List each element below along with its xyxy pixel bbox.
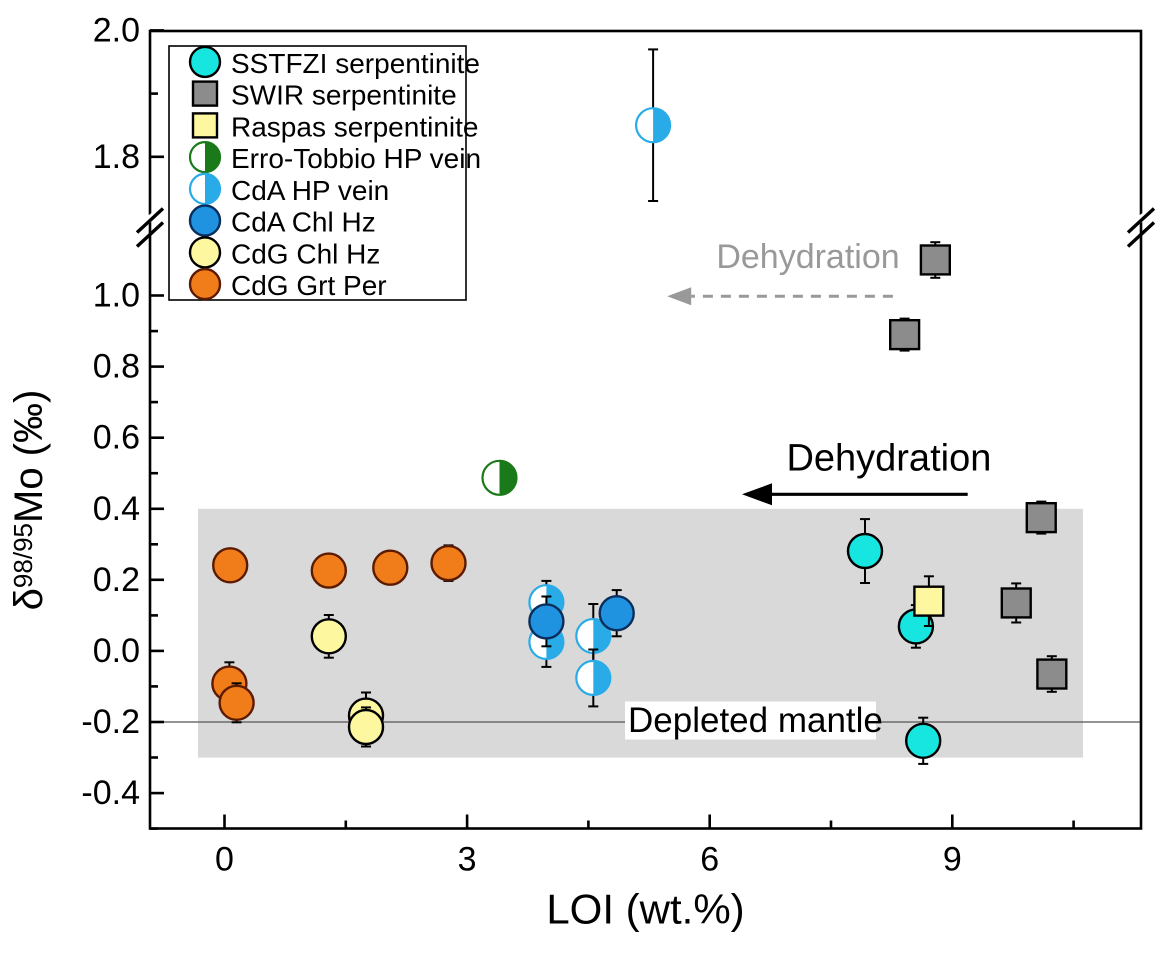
svg-text:1.0: 1.0 xyxy=(93,277,140,315)
svg-text:CdG Grt Per: CdG Grt Per xyxy=(231,270,387,301)
svg-text:0.6: 0.6 xyxy=(93,419,140,457)
svg-text:CdA HP vein: CdA HP vein xyxy=(231,175,389,206)
svg-text:0.8: 0.8 xyxy=(93,348,140,386)
svg-text:Raspas serpentinite: Raspas serpentinite xyxy=(231,111,478,142)
svg-text:6: 6 xyxy=(700,841,719,879)
svg-text:2.0: 2.0 xyxy=(93,11,140,49)
svg-text:3: 3 xyxy=(458,841,477,879)
svg-text:0.0: 0.0 xyxy=(93,632,140,670)
svg-text:Dehydration: Dehydration xyxy=(716,238,899,276)
svg-text:LOI (wt.%): LOI (wt.%) xyxy=(546,886,744,933)
svg-text:Depleted mantle: Depleted mantle xyxy=(628,701,883,740)
svg-text:Erro-Tobbio HP vein: Erro-Tobbio HP vein xyxy=(231,143,481,174)
svg-text:-0.2: -0.2 xyxy=(81,703,140,741)
svg-text:0.2: 0.2 xyxy=(93,561,140,599)
svg-text:9: 9 xyxy=(943,841,962,879)
svg-text:0: 0 xyxy=(215,841,234,879)
svg-text:SWIR serpentinite: SWIR serpentinite xyxy=(231,80,457,111)
svg-text:SSTFZI serpentinite: SSTFZI serpentinite xyxy=(231,48,480,79)
svg-text:-0.4: -0.4 xyxy=(81,774,140,812)
svg-text:1.8: 1.8 xyxy=(93,138,140,176)
svg-text:0.4: 0.4 xyxy=(93,490,140,528)
svg-text:CdG Chl Hz: CdG Chl Hz xyxy=(231,238,380,269)
svg-text:CdA Chl Hz: CdA Chl Hz xyxy=(231,207,376,238)
svg-text:Dehydration: Dehydration xyxy=(786,437,991,479)
